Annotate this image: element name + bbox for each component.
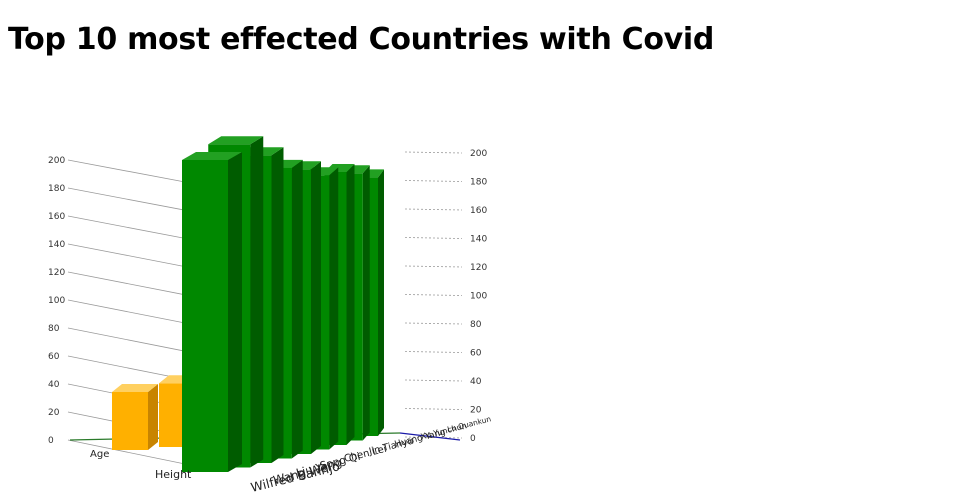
gridline-left [67,355,186,380]
chart-title: Top 10 most effected Countries with Covi… [8,22,715,57]
height-bar-lu-quankun-side [378,169,384,436]
gridline-right [404,151,463,154]
gridline-left [67,439,186,465]
gridline-right [404,351,463,353]
y-tick-label-left: 120 [48,268,65,278]
height-bar-liu-yang-side [271,147,284,463]
height-bar-huang-yang-side [346,164,355,445]
y-tick-label-right: 20 [470,406,482,416]
y-tick-label-right: 40 [470,377,482,387]
y-tick-label-left: 140 [48,240,65,250]
gridline-right [404,265,463,268]
y-tick-label-right: 180 [470,178,487,188]
y-tick-label-left: 100 [48,296,65,306]
height-bar-chen-lei-side [311,161,321,454]
height-bar-jin-tianyu-side [329,167,339,450]
age-bar-wilfred-bannjo-top [112,384,158,392]
height-bar-wilfred-bannjo-top [182,152,242,160]
y-tick-label-right: 200 [470,149,487,159]
gridline-left [67,327,186,352]
height-bar-song-qi-side [291,159,303,459]
y-tick-label-right: 0 [470,434,476,444]
y-tick-label-left: 20 [48,408,60,418]
category-label: Lu Quankun [446,414,492,434]
y-tick-label-right: 160 [470,206,487,216]
y-tick-label-left: 0 [48,436,54,446]
y-tick-label-right: 100 [470,292,487,302]
gridline-left [67,187,186,211]
age-bar-wilfred-bannjo [112,392,148,450]
gridline-right [404,294,463,296]
gridline-right [404,180,463,182]
height-bar-wang-wei-side [250,136,264,468]
y-tick-label-left: 60 [48,352,60,362]
age-bar-wilfred-bannjo-side [148,384,158,450]
y-tick-label-left: 200 [48,156,65,166]
y-tick-label-right: 140 [470,235,487,245]
gridline-right [404,322,463,325]
y-tick-label-left: 40 [48,380,60,390]
height-bar-wilfred-bannjo-side [228,152,242,472]
gridline-left [67,215,186,239]
y-tick-label-right: 80 [470,320,482,330]
gridline-right [404,379,463,382]
y-tick-label-left: 180 [48,184,65,194]
gridline-right [404,408,463,410]
gridline-left [67,271,186,296]
gridline-right [404,208,463,211]
row-label-age: Age [90,449,109,460]
height-bar-wilfred-bannjo [182,160,228,472]
floor-axis-right [399,432,461,441]
gridline-left [67,159,186,183]
y-tick-label-left: 80 [48,324,60,334]
height-bar-wang-wei-top [208,136,264,145]
y-tick-label-left: 160 [48,212,65,222]
y-tick-label-right: 120 [470,263,487,273]
row-label-height: Height [155,468,192,481]
gridline-right [404,237,463,239]
gridline-left [67,299,186,324]
gridline-left [67,243,186,267]
y-tick-label-right: 60 [470,349,482,359]
height-bar-xu-yunchun-side [362,165,370,441]
